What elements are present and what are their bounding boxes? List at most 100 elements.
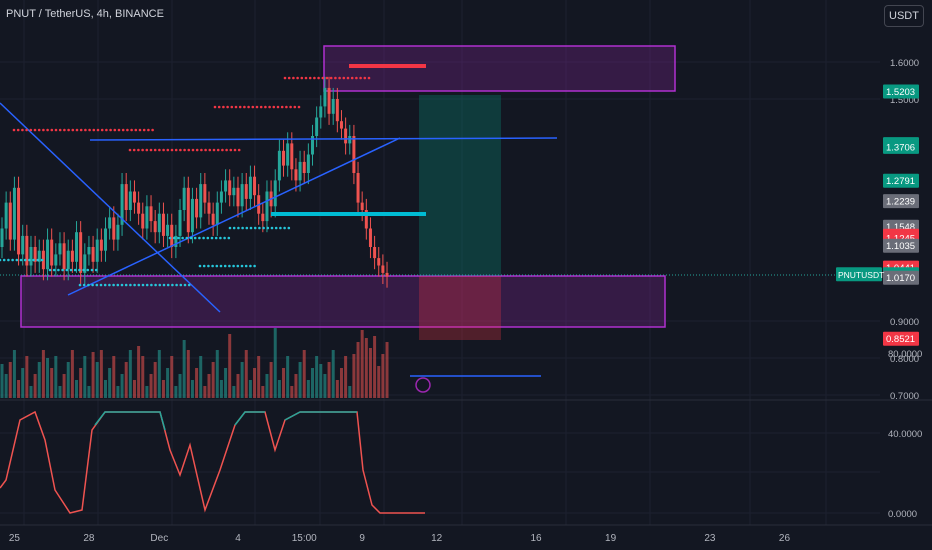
- volume-bar: [236, 374, 240, 398]
- candle-body: [157, 213, 161, 233]
- demand-dots: [210, 236, 214, 240]
- demand-zone: [20, 275, 666, 328]
- supply-dots: [100, 128, 104, 132]
- supply-dots: [58, 128, 62, 132]
- volume-bar: [244, 350, 248, 398]
- volume-bar: [132, 380, 136, 398]
- supply-dots: [272, 105, 276, 109]
- supply-dots: [170, 148, 174, 152]
- supply-dots: [334, 76, 337, 80]
- volume-bar: [228, 334, 232, 398]
- demand-dots: [253, 264, 256, 268]
- demand-dots: [52, 268, 56, 272]
- supply-dots: [50, 128, 54, 132]
- supply-dots: [216, 148, 220, 152]
- demand-dots: [249, 226, 253, 230]
- volume-bar: [207, 374, 211, 398]
- volume-bar: [215, 350, 219, 398]
- time-axis: 25 28 Dec 4 15:00 9 12 16 19 23 26: [0, 524, 932, 544]
- candle-body: [8, 202, 12, 240]
- demand-dots: [287, 226, 291, 230]
- price-badge-label: 1.1035: [886, 241, 915, 252]
- supply-dots: [287, 76, 291, 80]
- volume-bar: [257, 356, 261, 398]
- time-tick: 15:00: [292, 533, 317, 544]
- candle-body: [29, 247, 33, 266]
- oscillator-tick: 80.0000: [888, 349, 922, 360]
- candle-body: [95, 239, 99, 262]
- demand-dots: [124, 283, 128, 287]
- candle-body: [124, 184, 128, 210]
- price-badge-label: 1.2239: [886, 197, 915, 208]
- time-tick: 19: [605, 533, 617, 544]
- demand-dots: [137, 283, 141, 287]
- volume-bar: [33, 374, 37, 398]
- price-badge-label: 1.0170: [886, 273, 915, 284]
- volume-bar: [373, 336, 377, 398]
- candle-body: [17, 187, 21, 255]
- volume-bar: [17, 380, 21, 398]
- supply-dots: [268, 105, 271, 109]
- volume-bar: [108, 368, 112, 398]
- candle-body: [66, 250, 70, 270]
- stop-zone: [419, 276, 501, 340]
- candle-body: [83, 254, 87, 273]
- volume-bar: [12, 350, 16, 398]
- candle-body: [282, 150, 286, 166]
- volume-bar: [170, 356, 174, 398]
- candle-body: [273, 180, 277, 207]
- supply-dots: [33, 128, 37, 132]
- time-tick: 12: [431, 533, 443, 544]
- candle-body: [91, 247, 95, 262]
- supply-dots: [233, 148, 237, 152]
- price-badge-label: 1.3706: [886, 142, 915, 153]
- candle-body: [331, 99, 335, 114]
- demand-dots: [253, 226, 257, 230]
- supply-dots: [200, 148, 203, 152]
- currency-button[interactable]: USDT: [884, 5, 924, 27]
- volume-bar: [161, 380, 165, 398]
- volume-bar: [311, 368, 314, 398]
- demand-dots: [237, 226, 240, 230]
- volume-bar: [319, 364, 323, 398]
- candle-body: [240, 184, 244, 207]
- supply-dots: [126, 128, 129, 132]
- oscillator-line-bull: [94, 411, 357, 431]
- candle-body: [302, 161, 306, 173]
- demand-dots: [57, 268, 60, 272]
- candle-body: [87, 247, 91, 255]
- demand-dots: [103, 283, 107, 287]
- demand-dots: [219, 264, 223, 268]
- target-zone: [419, 95, 501, 276]
- demand-dots: [193, 236, 197, 240]
- volume-bar: [141, 356, 145, 398]
- candle-body: [186, 187, 190, 233]
- price-tick: 0.9000: [890, 317, 919, 328]
- demand-dots: [65, 268, 69, 272]
- volume-bar: [149, 374, 153, 398]
- volume-bar: [182, 340, 186, 398]
- demand-dots: [185, 236, 189, 240]
- demand-dots: [90, 268, 94, 272]
- supply-dots: [46, 128, 49, 132]
- price-badge-label: 1.5203: [886, 87, 915, 98]
- supply-dots: [300, 76, 304, 80]
- demand-dots: [219, 236, 222, 240]
- supply-dots: [187, 148, 191, 152]
- candle-body: [104, 228, 107, 251]
- candle-body: [224, 180, 228, 192]
- price-badge-label: 1.1548: [886, 222, 915, 233]
- symbol-title[interactable]: PNUT / TetherUS, 4h, BINANCE: [6, 8, 164, 20]
- candle-body: [377, 258, 381, 266]
- volume-bar: [66, 362, 70, 398]
- supply-dots: [289, 105, 292, 109]
- candle-body: [211, 213, 215, 225]
- volume-bar: [240, 362, 244, 398]
- supply-dots: [121, 128, 125, 132]
- demand-dots: [168, 236, 172, 240]
- candle-body: [286, 143, 290, 166]
- supply-dots: [359, 76, 362, 80]
- supply-dots: [243, 105, 246, 109]
- oscillator-line: [0, 410, 425, 514]
